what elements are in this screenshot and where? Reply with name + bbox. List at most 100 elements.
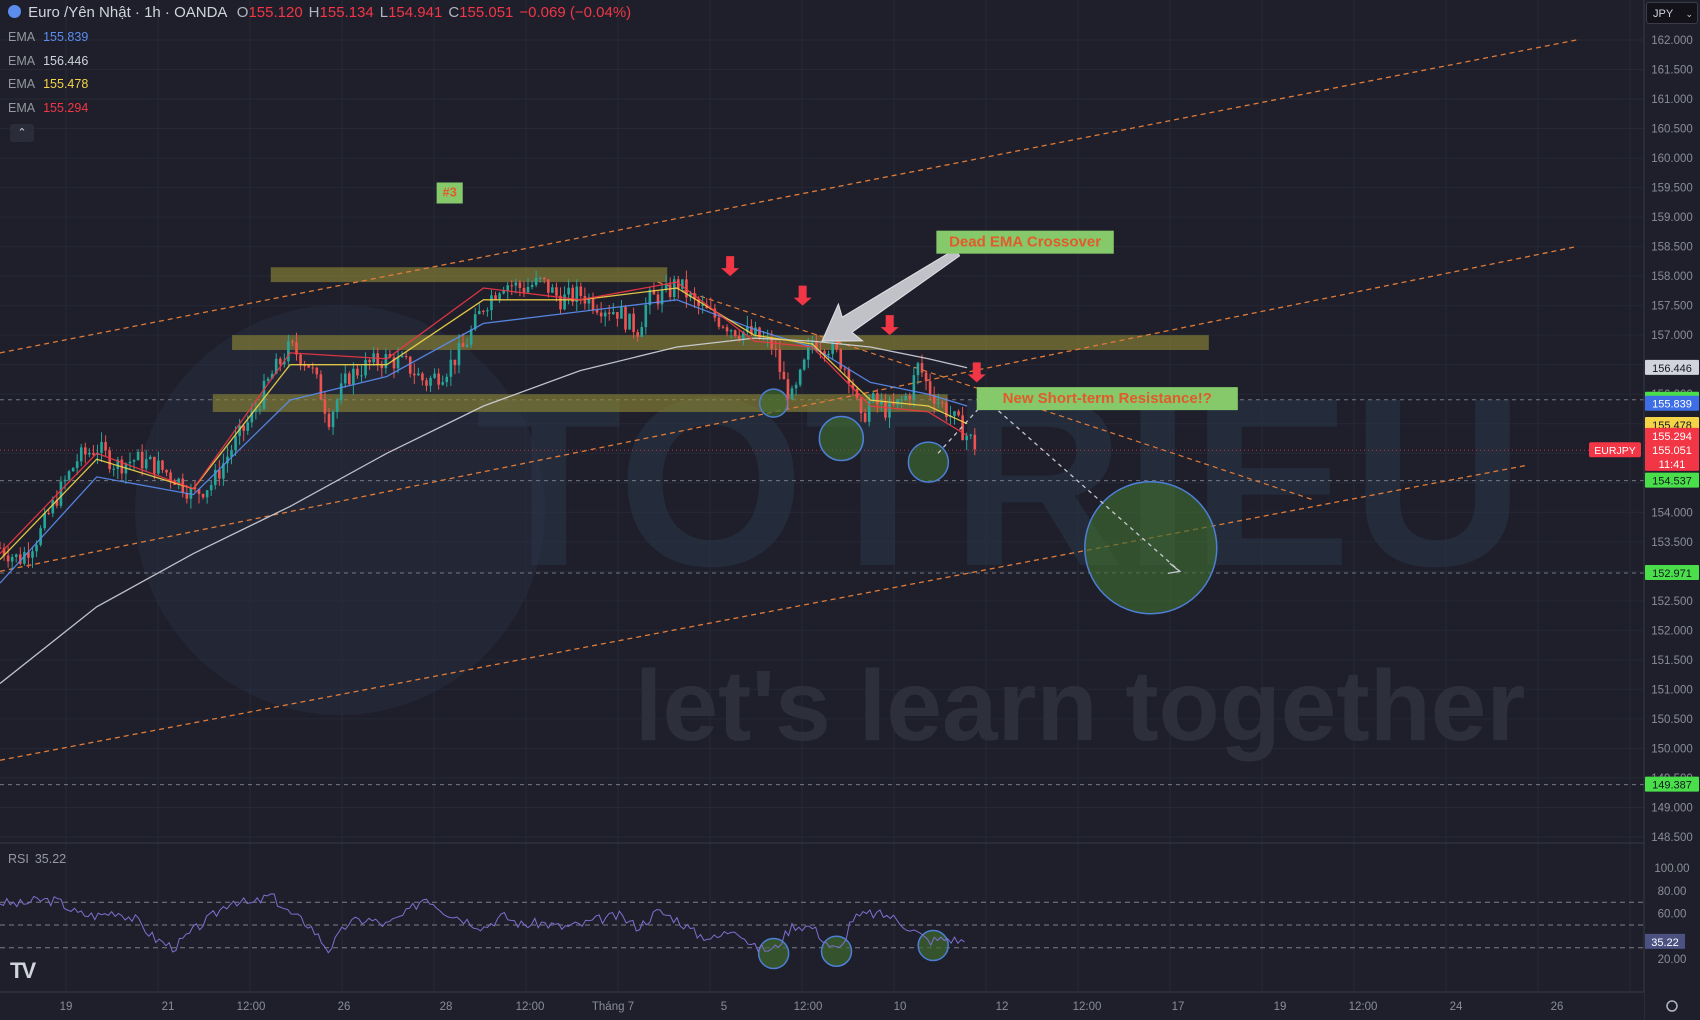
candle-body: [542, 277, 546, 280]
candle-body: [63, 479, 67, 482]
ema-legend-row[interactable]: EMA 155.839: [8, 30, 88, 44]
down-arrow-icon[interactable]: [880, 315, 899, 336]
red-arrows[interactable]: [721, 256, 986, 383]
symbol-icon[interactable]: [8, 5, 21, 18]
candle-body: [778, 349, 782, 372]
callout-arrow[interactable]: [821, 248, 961, 342]
time-tick-label: 12:00: [794, 1001, 823, 1013]
badge-text: 11:41: [1659, 459, 1686, 471]
highlight-circles[interactable]: [758, 388, 1218, 615]
highlight-circle[interactable]: [818, 415, 865, 462]
candle-body: [274, 358, 278, 374]
candle-body: [262, 380, 266, 409]
candle-body: [6, 555, 10, 562]
time-tick-label: 28: [440, 1001, 453, 1013]
candle-body: [733, 330, 737, 337]
projection-path[interactable]: [937, 399, 1182, 574]
ema-lines: [0, 281, 968, 685]
candle-body: [652, 289, 656, 295]
ohlc-item: O155.120: [236, 4, 303, 21]
annotations[interactable]: #3 Dead EMA Crossover New Short-term Resis…: [436, 182, 1238, 411]
time-tick-label: 19: [1274, 1001, 1287, 1013]
settings-gear-icon[interactable]: [1666, 1000, 1678, 1012]
candle-body: [55, 500, 59, 506]
badge-text: 155.839: [1652, 399, 1692, 411]
price-tick-label: 150.500: [1651, 714, 1693, 726]
annotation-label[interactable]: New Short-term Resistance!?: [976, 387, 1238, 411]
annotation-text: New Short-term Resistance!?: [1003, 390, 1212, 407]
candle-body: [136, 451, 140, 461]
down-arrow-icon[interactable]: [721, 256, 740, 277]
candle-body: [486, 310, 489, 312]
price-label-badge[interactable]: 155.839: [1645, 395, 1699, 411]
symbol-title[interactable]: Euro /Yên Nhật · 1h · OANDA: [28, 4, 227, 21]
annotation-label[interactable]: Dead EMA Crossover: [936, 230, 1114, 254]
highlight-circle[interactable]: [907, 441, 950, 483]
candle-body: [311, 367, 315, 369]
badge-bg: [1645, 565, 1699, 581]
price-axis[interactable]: 162.000 161.500 161.000 160.500 160.000 159.5…: [1589, 0, 1700, 1020]
time-tick-label: 12:00: [516, 1001, 545, 1013]
time-tick-label: 12:00: [237, 1001, 266, 1013]
candle-body: [376, 353, 380, 365]
ema-legend-row[interactable]: EMA 155.478: [8, 77, 88, 91]
channel-line[interactable]: [0, 39, 1577, 354]
badge-bg: [1645, 472, 1699, 488]
candle-body: [201, 494, 205, 498]
symbol-tag[interactable]: EURJPY: [1589, 442, 1641, 458]
badge-text: 156.446: [1652, 363, 1692, 375]
price-zone[interactable]: [270, 267, 668, 283]
candle-body: [843, 368, 847, 370]
candle-body: [441, 382, 445, 385]
candle-body: [741, 331, 745, 339]
candle-body: [685, 279, 688, 298]
time-axis[interactable]: 19 21 12:00 26 28 12:00 Tháng 7 5 12:00 10 12 12:00…: [0, 991, 1644, 1020]
candle-body: [656, 294, 660, 305]
candle-body: [969, 434, 973, 436]
price-label-badge[interactable]: 155.294: [1645, 427, 1699, 443]
rsi-tick-label: 60.00: [1658, 909, 1687, 921]
collapse-indicators-button[interactable]: ⌃: [10, 124, 34, 142]
candle-body: [185, 492, 189, 499]
candle-body: [575, 286, 579, 302]
candle-body: [815, 341, 818, 351]
ema-legend-row[interactable]: EMA 155.294: [8, 101, 88, 115]
candle-body: [148, 456, 152, 460]
candle-body: [904, 395, 908, 400]
highlight-circle[interactable]: [758, 388, 789, 418]
annotation-label[interactable]: #3: [436, 182, 463, 204]
candle-body: [283, 361, 286, 365]
price-zone[interactable]: [212, 394, 948, 412]
candle-body: [790, 388, 794, 400]
candle-body: [323, 399, 327, 414]
down-arrow-icon[interactable]: [967, 362, 986, 383]
candle-body: [108, 450, 111, 470]
currency-button[interactable]: JPY ⌄: [1646, 2, 1698, 24]
candle-body: [668, 284, 672, 298]
candle-body: [71, 467, 75, 472]
price-label-badge[interactable]: 154.537: [1645, 472, 1699, 488]
candle-body: [177, 478, 181, 485]
candle-body: [880, 401, 883, 405]
candle-body: [161, 460, 164, 470]
candle-body: [23, 552, 26, 564]
candle-body: [676, 279, 680, 289]
candle-body: [226, 456, 229, 464]
ema-legend-row[interactable]: EMA 156.446: [8, 54, 88, 68]
price-label-badge[interactable]: 149.387: [1645, 776, 1699, 792]
highlight-circle[interactable]: [1084, 480, 1218, 615]
price-label-badge[interactable]: 152.971: [1645, 565, 1699, 581]
channel-line[interactable]: [0, 464, 1529, 761]
ema-value: 155.294: [43, 100, 89, 115]
candle-body: [356, 368, 359, 376]
rsi-value-badge[interactable]: 35.22: [1645, 933, 1685, 949]
price-label-badge[interactable]: 11:41: [1645, 455, 1699, 471]
candle-body: [315, 367, 319, 375]
candle-body: [461, 343, 465, 347]
candle-body: [469, 329, 473, 345]
down-arrow-icon[interactable]: [793, 285, 812, 306]
price-label-badge[interactable]: 155.051: [1645, 442, 1699, 458]
callout-arrow-shape[interactable]: [821, 248, 961, 342]
price-label-badge[interactable]: 156.446: [1645, 359, 1699, 375]
